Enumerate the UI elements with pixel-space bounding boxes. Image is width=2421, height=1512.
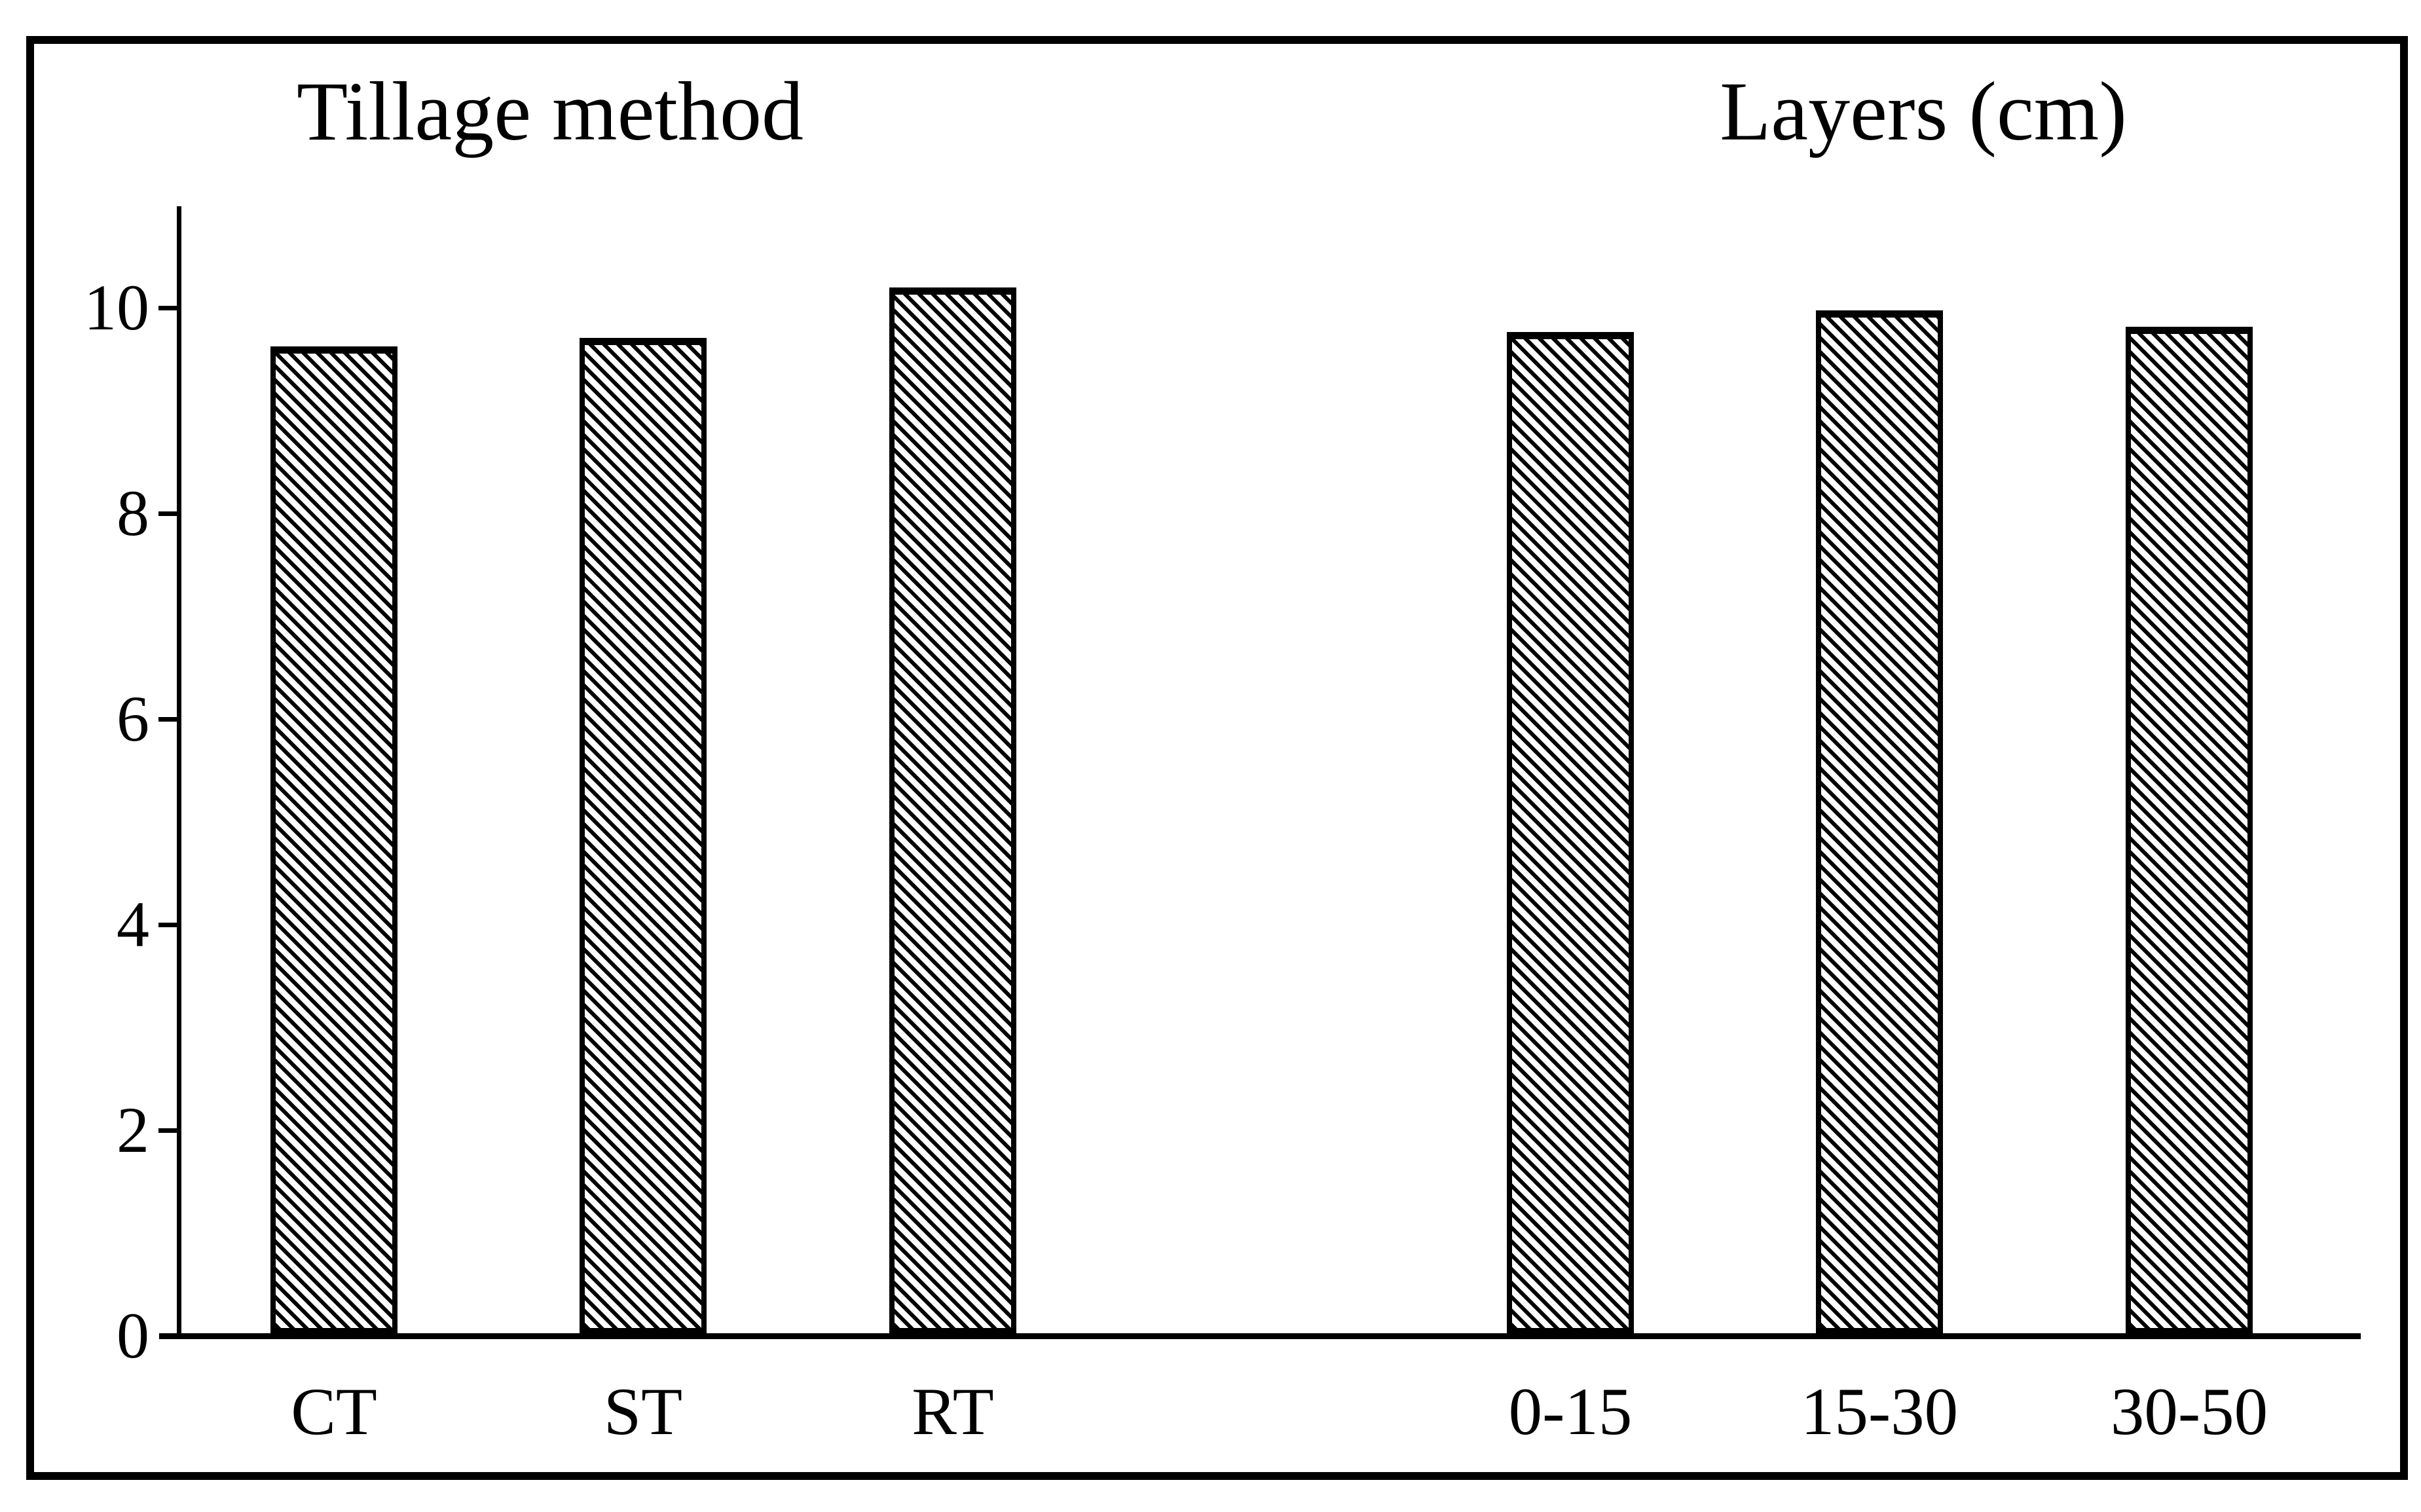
- x-axis-label-RT: RT: [912, 1374, 994, 1449]
- y-axis-tick-label-6: 6: [117, 682, 149, 755]
- bar-0-15: [1507, 332, 1634, 1333]
- bar-RT: [889, 287, 1016, 1333]
- group-title-layers-cm: Layers (cm): [1720, 65, 2127, 158]
- y-axis-tick-4: [158, 922, 179, 927]
- bar-30-50: [2126, 327, 2253, 1333]
- x-axis-label-ST: ST: [603, 1374, 683, 1449]
- y-axis-line: [177, 206, 181, 1338]
- y-axis-tick-10: [158, 305, 179, 310]
- y-axis-tick-2: [158, 1128, 179, 1133]
- bar-ST: [580, 338, 707, 1333]
- y-axis-tick-label-10: 10: [84, 271, 149, 344]
- group-title-tillage-method: Tillage method: [297, 65, 804, 158]
- y-axis-tick-label-4: 4: [117, 888, 149, 961]
- x-axis-label-15-30: 15-30: [1800, 1374, 1959, 1449]
- y-axis-tick-label-0: 0: [117, 1299, 149, 1372]
- figure-border-frame: [26, 36, 2408, 1480]
- x-axis-label-0-15: 0-15: [1508, 1374, 1633, 1449]
- y-axis-tick-8: [158, 511, 179, 516]
- x-axis-label-CT: CT: [291, 1374, 377, 1449]
- x-axis-baseline: [159, 1333, 2361, 1339]
- bar-15-30: [1816, 310, 1943, 1333]
- bar-CT: [270, 346, 397, 1333]
- y-axis-tick-6: [158, 716, 179, 722]
- x-axis-label-30-50: 30-50: [2110, 1374, 2268, 1449]
- y-axis-tick-label-2: 2: [117, 1094, 149, 1166]
- y-axis-tick-label-8: 8: [117, 477, 149, 549]
